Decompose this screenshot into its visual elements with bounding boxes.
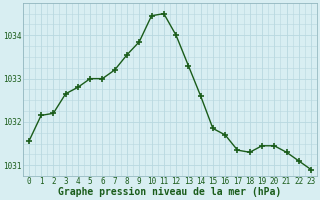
X-axis label: Graphe pression niveau de la mer (hPa): Graphe pression niveau de la mer (hPa) [58,187,282,197]
